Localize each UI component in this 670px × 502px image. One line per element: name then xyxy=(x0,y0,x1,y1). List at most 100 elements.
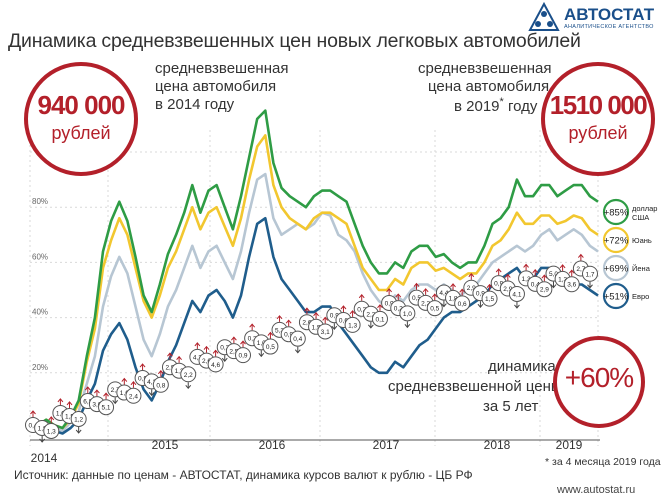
price-2014-caption-1: средневзвешенная xyxy=(155,60,289,77)
y-tick-label: 20% xyxy=(32,363,48,372)
change-bubble-label: 1,6 xyxy=(120,390,129,397)
change-bubble xyxy=(262,338,279,355)
change-bubble-label: 0,8 xyxy=(156,382,165,389)
change-bubble xyxy=(426,300,443,317)
change-arrow-head xyxy=(176,355,182,361)
change-bubble-label: 2,7 xyxy=(111,387,120,394)
end-label-circle xyxy=(602,198,630,226)
change-arrow-head xyxy=(523,263,529,268)
change-bubble-label: 0,6 xyxy=(458,301,467,308)
change-bubble-label: 5,3 xyxy=(275,327,284,334)
change-bubble xyxy=(152,376,169,393)
change-bubble-label: 0,5 xyxy=(266,344,275,351)
change-arrow-head xyxy=(395,293,402,298)
change-arrow-head xyxy=(331,325,338,330)
change-bubble-label: 2,9 xyxy=(467,285,476,292)
change-arrow-head xyxy=(212,349,219,354)
change-bubble-label: 6,8 xyxy=(83,399,92,406)
change-arrow-head xyxy=(459,288,466,293)
price-2019-caption-4: году xyxy=(507,98,538,115)
change-arrow-head xyxy=(422,288,429,293)
change-bubble-label: 2,6 xyxy=(302,320,311,327)
change-arrow-head xyxy=(550,284,557,289)
change-arrow-head xyxy=(112,400,119,405)
x-year-label: 2018 xyxy=(484,438,511,452)
change-bubble xyxy=(125,387,142,404)
end-label-circle xyxy=(602,226,630,254)
change-bubble-label: 0,2 xyxy=(394,306,403,313)
change-arrow-head xyxy=(367,324,374,329)
change-bubble-label: 2,2 xyxy=(184,372,193,379)
change-arrow-head xyxy=(185,384,192,390)
change-bubble-label: 0,4 xyxy=(531,281,540,288)
series-line xyxy=(29,172,599,433)
change-arrow-head xyxy=(358,294,365,299)
change-arrow-head xyxy=(587,284,593,289)
brand-name: АВТОСТАТ xyxy=(564,5,655,24)
change-arrow-head xyxy=(57,398,64,403)
change-bubble-label: 2,2 xyxy=(366,311,375,318)
change-arrow-head xyxy=(294,349,301,354)
change-bubble-label: 1,5 xyxy=(312,324,321,331)
price-2019-value: 1510 000 xyxy=(549,90,648,120)
price-2019-caption-star: * xyxy=(499,96,504,108)
y-tick-label: 60% xyxy=(32,252,48,261)
change-arrow-head xyxy=(285,319,292,324)
change-bubble-label: 0,9 xyxy=(330,313,339,320)
change-bubble-label: 0,5 xyxy=(430,306,439,313)
change-arrow-head xyxy=(468,272,475,278)
change-bubble-label: 1,8 xyxy=(449,295,458,302)
change-bubble-label: 4,2 xyxy=(193,354,202,361)
change-bubble-label: 0,6 xyxy=(339,317,348,324)
change-bubble-label: 0,9 xyxy=(284,332,293,339)
change-arrow-head xyxy=(139,363,146,368)
change-bubble-label: 2,7 xyxy=(576,266,585,273)
change-arrow-head xyxy=(157,369,164,375)
change-bubble-label: 5,1 xyxy=(102,405,111,412)
change-arrow-head xyxy=(267,331,274,336)
chart-title: Динамика средневзвешенных цен новых легк… xyxy=(8,30,581,52)
change-arrow-head xyxy=(532,269,539,274)
change-bubble-label: 0,2 xyxy=(357,306,366,313)
change-bubble-label: 2,4 xyxy=(129,393,138,400)
change-arrow-head xyxy=(386,288,392,293)
change-arrow-head xyxy=(377,304,383,309)
change-bubble-label: 4,4 xyxy=(439,290,448,297)
price-2014-value: 940 000 xyxy=(37,90,126,120)
change-bubble xyxy=(508,285,525,302)
change-arrow-head xyxy=(313,312,319,317)
change-arrow-head xyxy=(577,253,584,258)
website-link[interactable]: www.autostat.ru xyxy=(557,484,636,496)
end-label-name: Евро xyxy=(632,292,649,301)
price-2014-caption-2: цена автомобиля xyxy=(155,78,277,95)
change-arrow-head xyxy=(504,273,511,278)
change-badge: +60% xyxy=(553,336,645,428)
change-bubble-label: 0,4 xyxy=(28,423,37,430)
end-label-value: +85% xyxy=(604,208,629,219)
change-bubble-label: 1,0 xyxy=(56,410,65,417)
change-bubble-label: 5,0 xyxy=(549,271,558,278)
change-bubble xyxy=(207,356,224,373)
change-bubble-label: 0,9 xyxy=(476,291,485,298)
logo-icon xyxy=(528,2,560,31)
change-bubble-label: 0,5 xyxy=(412,295,421,302)
change-arrow-head xyxy=(477,303,484,308)
change-bubble xyxy=(317,323,334,340)
change-arrow-head xyxy=(486,283,493,288)
change-arrow-head xyxy=(221,357,228,362)
end-label-circle xyxy=(602,282,630,310)
change-arrow-head xyxy=(304,307,310,312)
change-bubble-label: 3,6 xyxy=(92,402,101,409)
change-bubble-label: 2,9 xyxy=(165,365,174,372)
change-bubble xyxy=(344,316,361,333)
end-label-name: США xyxy=(632,213,649,222)
price-2019-badge: 1510 000 рублей xyxy=(541,62,655,176)
change-bubble-label: 0,4 xyxy=(293,336,302,343)
change-bubble-label: 1,0 xyxy=(257,340,266,347)
change-bubble-label: 4,2 xyxy=(147,379,156,386)
change-arrow-head xyxy=(194,342,201,347)
change-bubble-label: 1,2 xyxy=(175,368,184,375)
change-bubble-label: 1,2 xyxy=(74,416,83,423)
